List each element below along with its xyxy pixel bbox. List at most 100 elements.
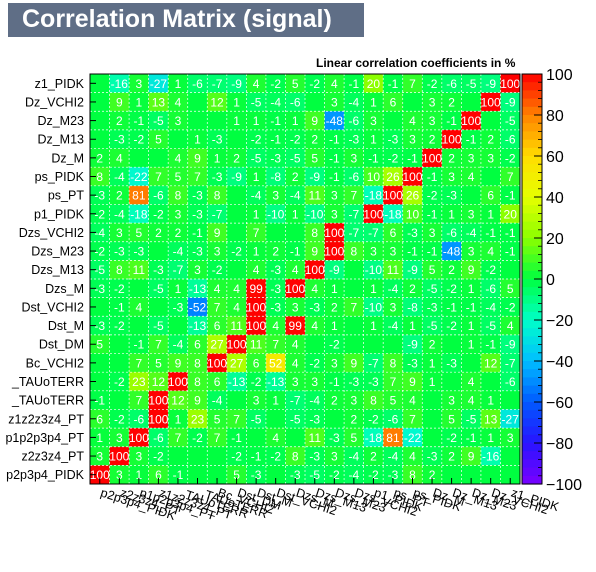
colorbar-segment xyxy=(522,221,542,231)
cell-value-label: -1 xyxy=(329,151,340,165)
heatmap-cell xyxy=(383,204,403,224)
heatmap-cell xyxy=(187,204,208,224)
colorbar-segment xyxy=(522,434,542,444)
cell-value-label: 7 xyxy=(507,170,514,184)
cell-value-label: 2 xyxy=(370,450,377,464)
cell-value-label: -2 xyxy=(446,282,457,296)
heatmap-cell xyxy=(441,74,462,93)
cell-value-label: -18 xyxy=(384,207,402,221)
heatmap-cell xyxy=(305,129,325,149)
heatmap-cell xyxy=(226,185,247,205)
cell-value-label: 1 xyxy=(292,114,299,128)
cell-value-label: 100 xyxy=(402,170,422,184)
heatmap-cell xyxy=(305,390,325,410)
cell-value-label: 26 xyxy=(386,170,400,184)
cell-value-label: 3 xyxy=(331,356,338,370)
heatmap-cell xyxy=(90,204,110,224)
heatmap-cell xyxy=(402,279,423,298)
heatmap-cell xyxy=(207,92,227,112)
cell-value-label: -2 xyxy=(270,77,281,91)
heatmap-cell xyxy=(148,465,169,484)
heatmap-cell xyxy=(129,74,149,93)
cell-value-label: 100 xyxy=(148,412,168,426)
heatmap-cell xyxy=(344,241,364,261)
heatmap-cell xyxy=(480,223,501,242)
cell-value-label: 7 xyxy=(214,431,221,445)
colorbar-segment xyxy=(522,254,542,264)
cell-value-label: -4 xyxy=(270,95,281,109)
heatmap-cell xyxy=(383,279,403,298)
heatmap-cell xyxy=(246,241,266,261)
cell-value-label: 9 xyxy=(351,356,358,370)
heatmap-cell xyxy=(383,372,403,391)
heatmap-cell xyxy=(480,167,501,186)
heatmap-cell xyxy=(383,334,403,354)
heatmap-cell xyxy=(344,353,364,373)
heatmap-cell xyxy=(285,409,305,429)
heatmap-cell xyxy=(480,260,501,279)
cell-value-label: -5 xyxy=(466,77,477,91)
colorbar-segment xyxy=(522,336,542,346)
heatmap-cell xyxy=(90,92,110,112)
cell-value-label: 99 xyxy=(289,319,303,333)
heatmap-cell xyxy=(226,74,247,93)
cell-value-label: -48 xyxy=(326,114,344,128)
cell-value-label: -3 xyxy=(427,300,438,314)
cell-value-label: 6 xyxy=(214,375,221,389)
cell-value-label: -6 xyxy=(446,226,457,240)
heatmap-cell xyxy=(383,353,403,373)
cell-value-label: -6 xyxy=(290,95,301,109)
y-tick-label: Dst_VCHI2 xyxy=(21,300,84,314)
cell-value-label: 4 xyxy=(175,95,182,109)
chart-subtitle: Linear correlation coefficients in % xyxy=(316,56,516,70)
heatmap-cell xyxy=(207,167,227,186)
cell-value-label: 3 xyxy=(136,77,143,91)
cell-value-label: 100 xyxy=(481,95,501,109)
cell-value-label: -6 xyxy=(388,412,399,426)
cell-value-label: -2 xyxy=(192,431,203,445)
cell-value-label: -1 xyxy=(368,151,379,165)
heatmap-cell xyxy=(187,465,208,484)
cell-value-label: -7 xyxy=(173,263,184,277)
cell-value-label: -2 xyxy=(153,207,164,221)
heatmap-cell xyxy=(422,185,442,205)
heatmap-cell xyxy=(148,129,169,149)
cell-value-label: -18 xyxy=(365,431,383,445)
heatmap-cell xyxy=(363,260,384,279)
cell-value-label: -5 xyxy=(153,319,164,333)
heatmap-cell xyxy=(246,129,266,149)
heatmap-cell xyxy=(324,446,345,466)
heatmap-cell xyxy=(187,390,208,410)
cell-value-label: 100 xyxy=(422,151,442,165)
cell-value-label: 11 xyxy=(309,431,322,445)
heatmap-cell xyxy=(109,129,130,149)
cell-value-label: 26 xyxy=(406,189,420,203)
cell-value-label: 7 xyxy=(175,431,182,445)
cell-value-label: -4 xyxy=(485,300,496,314)
heatmap-cell xyxy=(363,353,384,373)
cell-value-label: -3 xyxy=(251,468,262,482)
cell-value-label: -4 xyxy=(173,245,184,259)
colorbar-segment xyxy=(522,377,542,387)
colorbar-segment xyxy=(522,106,542,116)
cell-value-label: 4 xyxy=(487,245,494,259)
cell-value-label: -3 xyxy=(212,170,223,184)
heatmap-cell xyxy=(363,92,384,112)
cell-value-label: -4 xyxy=(349,468,360,482)
cell-value-label: -3 xyxy=(212,133,223,147)
cell-value-label: 8 xyxy=(194,375,201,389)
heatmap-cell xyxy=(363,428,384,447)
heatmap-cell xyxy=(305,223,325,242)
cell-value-label: 2 xyxy=(155,226,162,240)
heatmap-cell xyxy=(129,353,149,373)
cell-value-label: -2 xyxy=(212,263,223,277)
cell-value-label: -1 xyxy=(505,226,516,240)
heatmap-cell xyxy=(226,353,247,373)
heatmap-cell xyxy=(168,409,188,429)
colorbar-segment xyxy=(522,451,542,460)
heatmap-cell xyxy=(500,92,520,112)
heatmap-cell xyxy=(461,92,481,112)
cell-value-label: -4 xyxy=(388,319,399,333)
cell-value-label: 100 xyxy=(168,375,188,389)
heatmap-cell xyxy=(422,428,442,447)
